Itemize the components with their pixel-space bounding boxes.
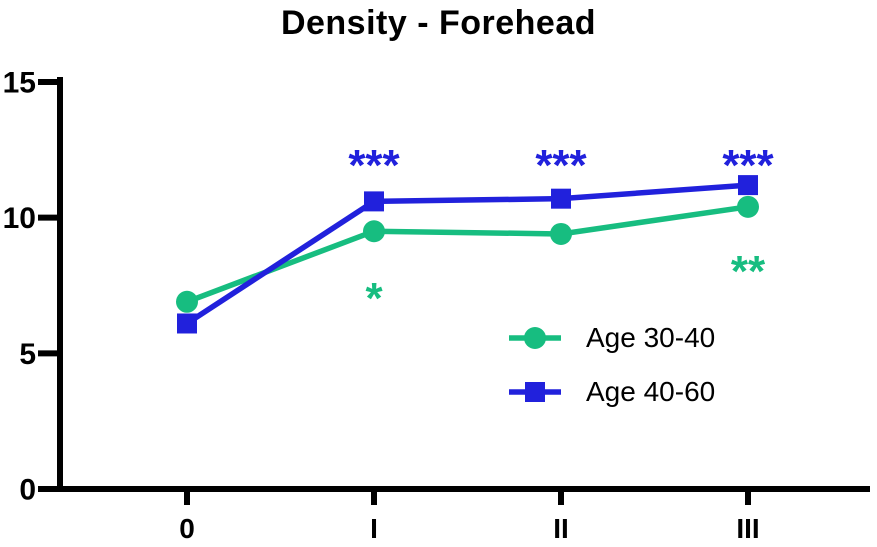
legend-marker-circle-icon [509, 327, 561, 349]
series-line-age-40-60 [185, 182, 749, 326]
legend-marker-square-icon [509, 382, 561, 402]
x-tick-label: II [553, 513, 569, 544]
legend: Age 30-40 Age 40-60 [506, 315, 715, 415]
data-point-square [364, 191, 384, 212]
y-tick-label: 10 [3, 202, 36, 235]
x-tick-label: III [736, 513, 759, 544]
series-line-age-30-40 [186, 204, 749, 305]
legend-label: Age 40-60 [586, 376, 716, 407]
significance-annotation: ** [731, 247, 766, 296]
y-tick-label: 0 [19, 474, 36, 507]
data-point-square [551, 188, 571, 209]
y-tick-label: 5 [19, 338, 36, 371]
chart-title: Density - Forehead [280, 4, 597, 42]
data-point-square [177, 313, 197, 334]
data-point-square [738, 175, 758, 196]
significance-annotation: *** [722, 141, 774, 190]
legend-label: Age 30-40 [586, 322, 716, 353]
significance-annotation: * [365, 274, 383, 323]
data-point-circle [550, 222, 572, 245]
data-point-circle [176, 290, 198, 313]
y-tick-label: 15 [3, 67, 36, 100]
legend-item-age-40-60: Age 40-60 [506, 369, 715, 415]
data-point-circle [363, 220, 385, 243]
data-point-circle [737, 195, 759, 218]
significance-annotation: *** [535, 141, 587, 190]
legend-item-age-30-40: Age 30-40 [506, 315, 715, 361]
significance-annotation: *** [348, 141, 400, 190]
x-tick-label: I [370, 513, 378, 544]
x-tick-label: 0 [179, 513, 195, 544]
